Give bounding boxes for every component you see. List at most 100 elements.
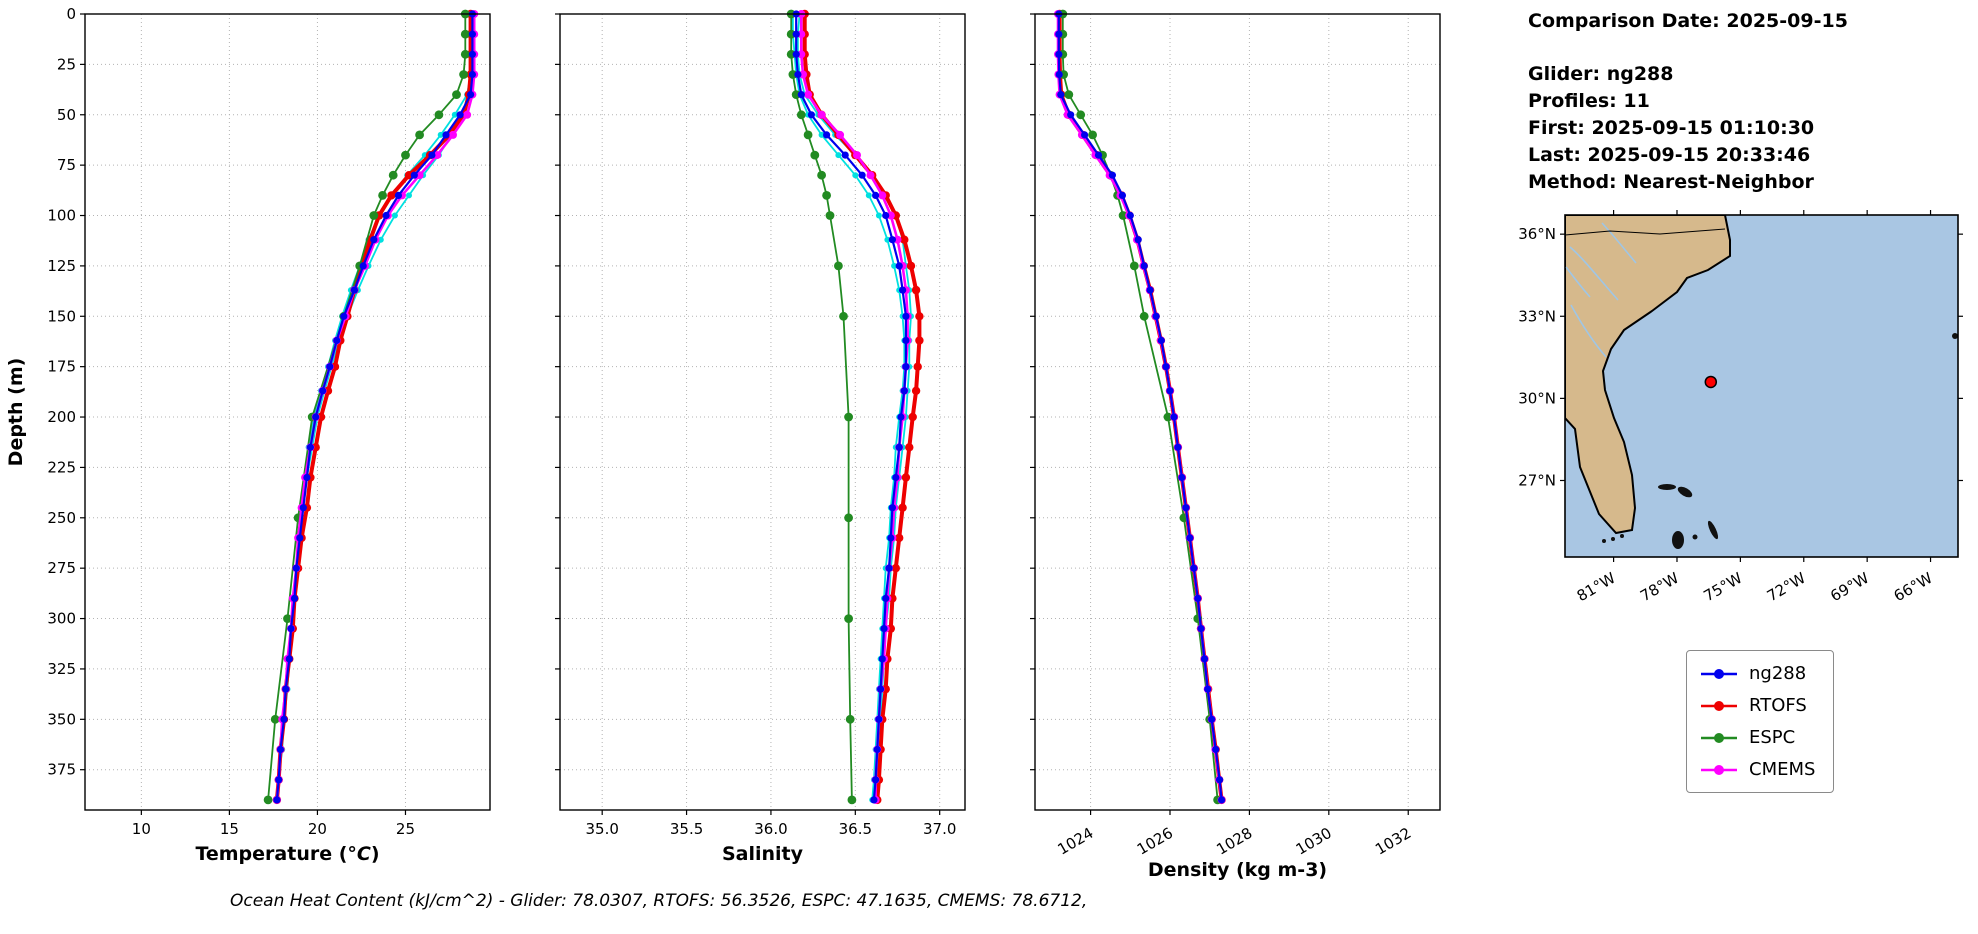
- map-lat-tick-label: 30°N: [1518, 389, 1556, 407]
- x-axis-title: Density (kg m-3): [1148, 859, 1327, 881]
- legend-label: ng288: [1749, 663, 1807, 684]
- x-tick-label: 36.0: [754, 820, 787, 838]
- plot-frame: [1034, 13, 1441, 811]
- x-tick-label: 20: [308, 820, 327, 838]
- map-lat-tick-label: 27°N: [1518, 471, 1556, 489]
- series-ESPC: [786, 9, 857, 805]
- temperature-profile-chart: 10 15 20 25 0 25 50 75 100 125 150 175 200 225 250 275 3…: [0, 0, 520, 894]
- x-tick-label: 15: [220, 820, 239, 838]
- legend-item: RTOFS: [1699, 695, 1815, 716]
- x-axis: 1024 1026 1028 1030 1032: [1055, 810, 1414, 859]
- legend-label: ESPC: [1749, 727, 1796, 748]
- first-profile-time-text: First: 2025-09-15 01:10:30: [1528, 117, 1815, 139]
- salinity-profile-chart: 35.0 35.5 36.0 36.5 37.0 Salinity: [510, 0, 985, 894]
- y-tick-label: 250: [47, 509, 76, 527]
- series-ng288: [1055, 10, 1226, 804]
- y-tick-label: 325: [47, 660, 76, 678]
- x-tick-label: 1032: [1372, 824, 1414, 859]
- y-tick-label: 0: [66, 5, 76, 23]
- y-tick-label: 75: [57, 156, 76, 174]
- legend-item: ng288: [1699, 663, 1815, 684]
- map-lat-tick-label: 33°N: [1518, 307, 1556, 325]
- x-axis: 10 15 20 25: [132, 810, 415, 838]
- comparison-date-text: Comparison Date: 2025-09-15: [1528, 10, 1848, 32]
- last-profile-time-text: Last: 2025-09-15 20:33:46: [1528, 144, 1811, 166]
- bahamas-islands: [1658, 484, 1719, 549]
- y-tick-label: 50: [57, 106, 76, 124]
- density-profile-chart: 1024 1026 1028 1030 1032 Density (kg m-3): [985, 0, 1475, 894]
- y-tick-label: 275: [47, 559, 76, 577]
- map-lat-tick-label: 36°N: [1518, 225, 1556, 243]
- x-tick-label: 36.5: [839, 820, 872, 838]
- legend-item: CMEMS: [1699, 759, 1815, 780]
- y-tick-label: 150: [47, 307, 76, 325]
- legend-item: ESPC: [1699, 727, 1815, 748]
- y-axis-title: Depth (m): [5, 358, 27, 467]
- map-land: [1565, 215, 1731, 535]
- y-tick-label: 350: [47, 710, 76, 728]
- series-ESPC: [1058, 9, 1222, 805]
- map-lon-tick-label: 69°W: [1827, 569, 1872, 605]
- legend-line-marker-icon: [1701, 764, 1737, 775]
- y-tick-label: 200: [47, 408, 76, 426]
- x-tick-label: 37.0: [923, 820, 956, 838]
- x-axis-title: Salinity: [722, 843, 804, 865]
- y-axis: [555, 13, 560, 771]
- y-tick-label: 375: [47, 761, 76, 779]
- y-tick-label: 225: [47, 458, 76, 476]
- series-glider-profile-b: [273, 11, 474, 803]
- legend-label: RTOFS: [1749, 695, 1807, 716]
- bermuda-island: [1952, 333, 1958, 339]
- grid: [560, 13, 965, 810]
- map-border-line: [1565, 228, 1726, 236]
- series-CMEMS: [797, 10, 912, 804]
- y-tick-label: 125: [47, 257, 76, 275]
- map-svg: 81°W 78°W 75°W 72°W 69°W 66°W 36°N 33°N 30°N 27°N: [1518, 210, 1963, 605]
- legend-line-marker-icon: [1701, 700, 1737, 711]
- y-tick-label: 175: [47, 358, 76, 376]
- profiles-count-text: Profiles: 11: [1528, 90, 1650, 112]
- info-gap: [1528, 35, 1848, 61]
- x-tick-label: 35.5: [670, 820, 703, 838]
- y-axis: [1030, 13, 1035, 771]
- density-profile-svg: 1024 1026 1028 1030 1032 Density (kg m-3): [1030, 9, 1441, 881]
- glider-location-marker: [1704, 375, 1718, 389]
- method-text: Method: Nearest-Neighbor: [1528, 171, 1814, 193]
- x-tick-label: 1028: [1213, 824, 1255, 859]
- temperature-profile-svg: 10 15 20 2502550751001251501752002252502753…: [5, 5, 491, 865]
- x-tick-label: 10: [132, 820, 151, 838]
- map-rivers: [1565, 222, 1637, 358]
- y-tick-label: 100: [47, 207, 76, 225]
- x-tick-label: 1026: [1134, 824, 1176, 859]
- series-CMEMS: [272, 10, 479, 804]
- legend-line-marker-icon: [1701, 668, 1737, 679]
- ohc-footer-text: Ocean Heat Content (kJ/cm^2) - Glider: 7…: [230, 891, 1088, 911]
- location-map: 81°W 78°W 75°W 72°W 69°W 66°W 36°N 33°N 30°N 27°N: [1470, 205, 1978, 629]
- x-tick-label: 25: [396, 820, 415, 838]
- x-tick-label: 1024: [1055, 824, 1097, 859]
- x-axis: 35.0 35.5 36.0 36.5 37.0: [585, 810, 956, 838]
- series-glider-profile-a: [794, 11, 914, 803]
- legend-label: CMEMS: [1749, 759, 1816, 780]
- map-lon-tick-label: 81°W: [1574, 569, 1619, 605]
- x-axis-title: Temperature (°C): [195, 843, 379, 865]
- y-tick-label: 25: [57, 55, 76, 73]
- info-panel: Comparison Date: 2025-09-15 Glider: ng28…: [1528, 8, 1848, 196]
- x-tick-label: 1030: [1293, 824, 1335, 859]
- salinity-profile-svg: 35.0 35.5 36.0 36.5 37.0 Salinity: [555, 9, 966, 865]
- legend: ng288 RTOFS ESPC CMEMS: [1686, 650, 1835, 793]
- map-lon-tick-label: 78°W: [1637, 569, 1682, 605]
- grid: [85, 13, 490, 810]
- map-lon-tick-label: 72°W: [1764, 569, 1809, 605]
- plot-frame: [84, 13, 491, 811]
- y-axis: 0 25 50 75 100 125 150 175 200 225 250 275 300 325 350…: [47, 5, 85, 779]
- legend-line-marker-icon: [1701, 732, 1737, 743]
- map-lon-tick-label: 66°W: [1891, 569, 1936, 605]
- series-ng288: [273, 10, 476, 804]
- x-tick-label: 35.0: [585, 820, 618, 838]
- y-tick-label: 300: [47, 610, 76, 628]
- map-frame: [1564, 214, 1959, 558]
- map-lon-tick-label: 75°W: [1701, 569, 1746, 605]
- series-ng288: [792, 10, 910, 804]
